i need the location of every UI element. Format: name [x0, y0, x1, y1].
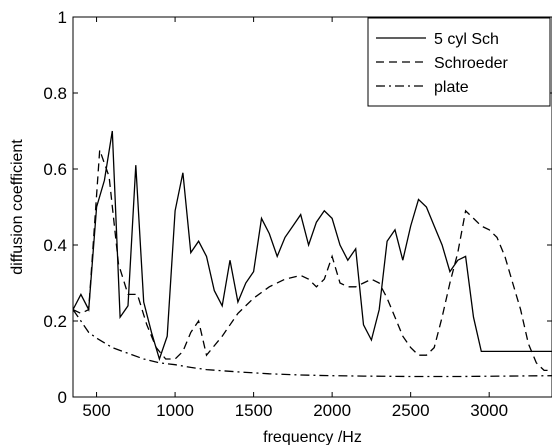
y-axis-label: diffusion coefficient — [9, 139, 26, 275]
y-tick-label: 0.6 — [43, 160, 67, 179]
x-tick-label: 3000 — [470, 401, 508, 420]
series-line-5-cyl-sch — [73, 130, 552, 362]
series-line-schroeder — [73, 149, 552, 372]
plot-frame — [72, 16, 552, 398]
x-tick-label: 1000 — [156, 401, 194, 420]
legend-label-schroeder: Schroeder — [434, 55, 508, 72]
x-tick-label: 2500 — [392, 401, 430, 420]
y-tick-label: 0 — [58, 388, 67, 407]
series-layer — [73, 130, 552, 378]
y-tick-label: 0.4 — [43, 236, 67, 255]
legend: 5 cyl Sch Schroeder plate — [367, 17, 551, 107]
legend-label-plate: plate — [434, 79, 469, 96]
x-tick-label: 1500 — [235, 401, 273, 420]
x-tick-label: 500 — [82, 401, 110, 420]
legend-box — [367, 17, 551, 107]
series-line-plate — [73, 309, 552, 378]
y-tick-label: 0.8 — [43, 84, 67, 103]
tick-layer: 500 1000 1500 2000 2500 3000 0 0.2 0.4 0.6 0.8 1 — [43, 8, 552, 420]
y-tick-label: 0.2 — [43, 312, 67, 331]
y-tick-label: 1 — [58, 8, 67, 27]
x-tick-label: 2000 — [313, 401, 351, 420]
legend-label-5-cyl-sch: 5 cyl Sch — [434, 31, 499, 48]
x-axis-label: frequency /Hz — [263, 429, 362, 445]
